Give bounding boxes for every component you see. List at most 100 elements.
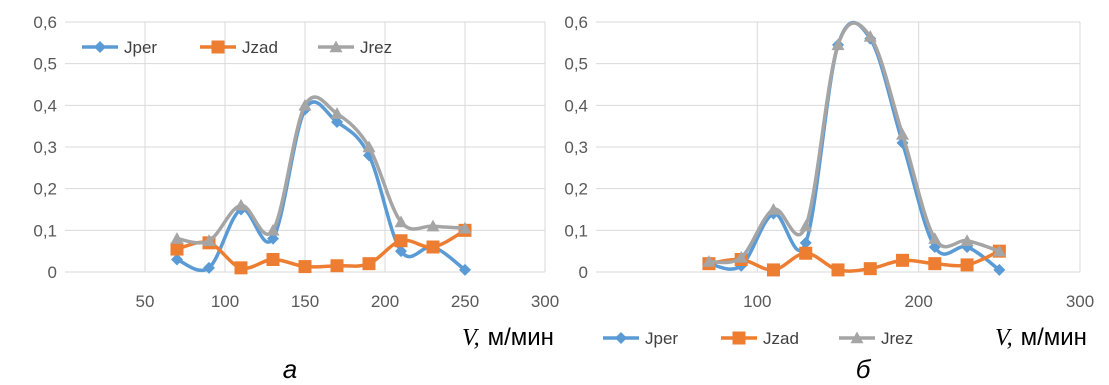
panel-label: а <box>283 354 297 384</box>
legend-item-jrez-marker <box>329 40 343 53</box>
data-point <box>799 236 812 249</box>
data-point <box>896 128 910 140</box>
data-point <box>928 232 942 244</box>
y-tick-label: 0,3 <box>33 138 57 157</box>
series-jrez <box>702 21 1006 267</box>
data-point <box>266 223 280 236</box>
series-line <box>708 21 1000 265</box>
data-point <box>863 262 877 276</box>
data-point <box>458 221 472 234</box>
data-point <box>170 232 184 244</box>
data-point <box>863 30 877 42</box>
panel-label: б <box>856 354 872 384</box>
series-line <box>708 249 1001 273</box>
data-point <box>234 198 248 211</box>
series-jrez <box>170 95 472 246</box>
x-tick-label: 150 <box>291 292 319 311</box>
data-point <box>170 242 184 256</box>
data-point <box>266 253 280 266</box>
data-point <box>426 240 440 254</box>
x-axis-label-variable: V, <box>462 325 480 351</box>
data-point <box>298 98 312 111</box>
data-point <box>993 263 1006 276</box>
data-point <box>799 246 813 260</box>
x-axis-label-unit: м/мин <box>488 324 554 351</box>
x-axis-label-unit: м/мин <box>1021 324 1087 351</box>
y-tick-label: 0,6 <box>564 13 588 32</box>
legend-item-jrez-label: Jrez <box>360 38 392 57</box>
legend-item-jzad-label: Jzad <box>763 329 799 348</box>
data-point <box>960 234 974 246</box>
data-point <box>799 219 813 232</box>
legend-item-jzad-marker <box>211 40 225 54</box>
data-point <box>426 219 440 232</box>
legend-item-jzad-label: Jzad <box>242 38 278 57</box>
y-tick-label: 0 <box>48 263 57 282</box>
data-point <box>702 255 716 267</box>
data-point <box>234 261 248 275</box>
y-tick-label: 0,4 <box>33 96 57 115</box>
y-tick-label: 0,3 <box>564 138 588 157</box>
legend: Jper Jzad Jrez <box>603 329 913 348</box>
data-point <box>203 261 215 274</box>
y-tick-label: 0,6 <box>33 13 57 32</box>
y-tick-label: 0,5 <box>564 55 588 74</box>
chart-panel-2: 0 0,1 0,2 0,3 0,4 0,5 0,6 100 200 300 Jper Jzad Jrez… <box>564 13 1094 384</box>
x-axis-label: V, м/мин <box>995 324 1087 351</box>
y-tick-label: 0,2 <box>564 180 588 199</box>
legend-item-jrez-label: Jrez <box>881 329 913 348</box>
x-tick-label: 200 <box>371 292 399 311</box>
y-tick-label: 0,5 <box>33 55 57 74</box>
x-tick-label: 50 <box>136 292 155 311</box>
legend-item-jrez-marker <box>850 331 864 344</box>
y-tick-label: 0 <box>579 263 588 282</box>
x-tick-label: 200 <box>904 292 932 311</box>
x-axis-label-variable: V, <box>995 325 1013 351</box>
y-tick-label: 0,1 <box>33 221 57 240</box>
legend-item-jper-marker <box>615 332 627 344</box>
y-tick-label: 0,2 <box>33 180 57 199</box>
data-point <box>298 260 312 274</box>
data-point <box>362 257 376 271</box>
series-jzad <box>702 244 1006 277</box>
data-point <box>394 215 408 228</box>
y-tick-label: 0,1 <box>564 221 588 240</box>
x-tick-label: 300 <box>531 292 559 311</box>
x-tick-label: 250 <box>451 292 479 311</box>
legend: Jper Jzad Jrez <box>82 38 392 57</box>
data-point <box>330 107 344 119</box>
data-point <box>831 38 845 51</box>
data-point <box>394 234 408 248</box>
data-point <box>331 116 343 128</box>
data-point <box>831 263 845 277</box>
series-line <box>708 20 1001 272</box>
series-jper <box>702 20 1006 276</box>
data-point <box>267 232 279 245</box>
data-point <box>766 203 780 215</box>
data-point <box>362 140 376 153</box>
series-line <box>176 95 466 245</box>
data-point <box>202 234 216 246</box>
x-tick-label: 100 <box>743 292 771 311</box>
data-point <box>960 258 974 272</box>
data-point <box>928 257 942 271</box>
data-point <box>171 253 183 266</box>
legend-item-jzad-marker <box>732 331 746 345</box>
x-tick-label: 300 <box>1066 292 1094 311</box>
chart-panel-1: 0 0,1 0,2 0,3 0,4 0,5 0,6 50 100 150 200 250 300 Jper… <box>33 13 559 384</box>
series-line <box>176 228 466 271</box>
x-tick-label: 100 <box>211 292 239 311</box>
data-point <box>992 244 1006 257</box>
data-point <box>395 245 407 258</box>
legend-item-jper-label: Jper <box>645 329 678 348</box>
data-point <box>330 259 344 273</box>
y-tick-label: 0,4 <box>564 96 588 115</box>
legend-item-jper-marker <box>94 41 106 53</box>
x-axis-label: V, м/мин <box>462 324 554 351</box>
data-point <box>459 263 471 276</box>
series-line <box>176 100 467 273</box>
data-point <box>896 253 910 267</box>
data-point <box>766 263 780 277</box>
data-point <box>734 250 748 263</box>
